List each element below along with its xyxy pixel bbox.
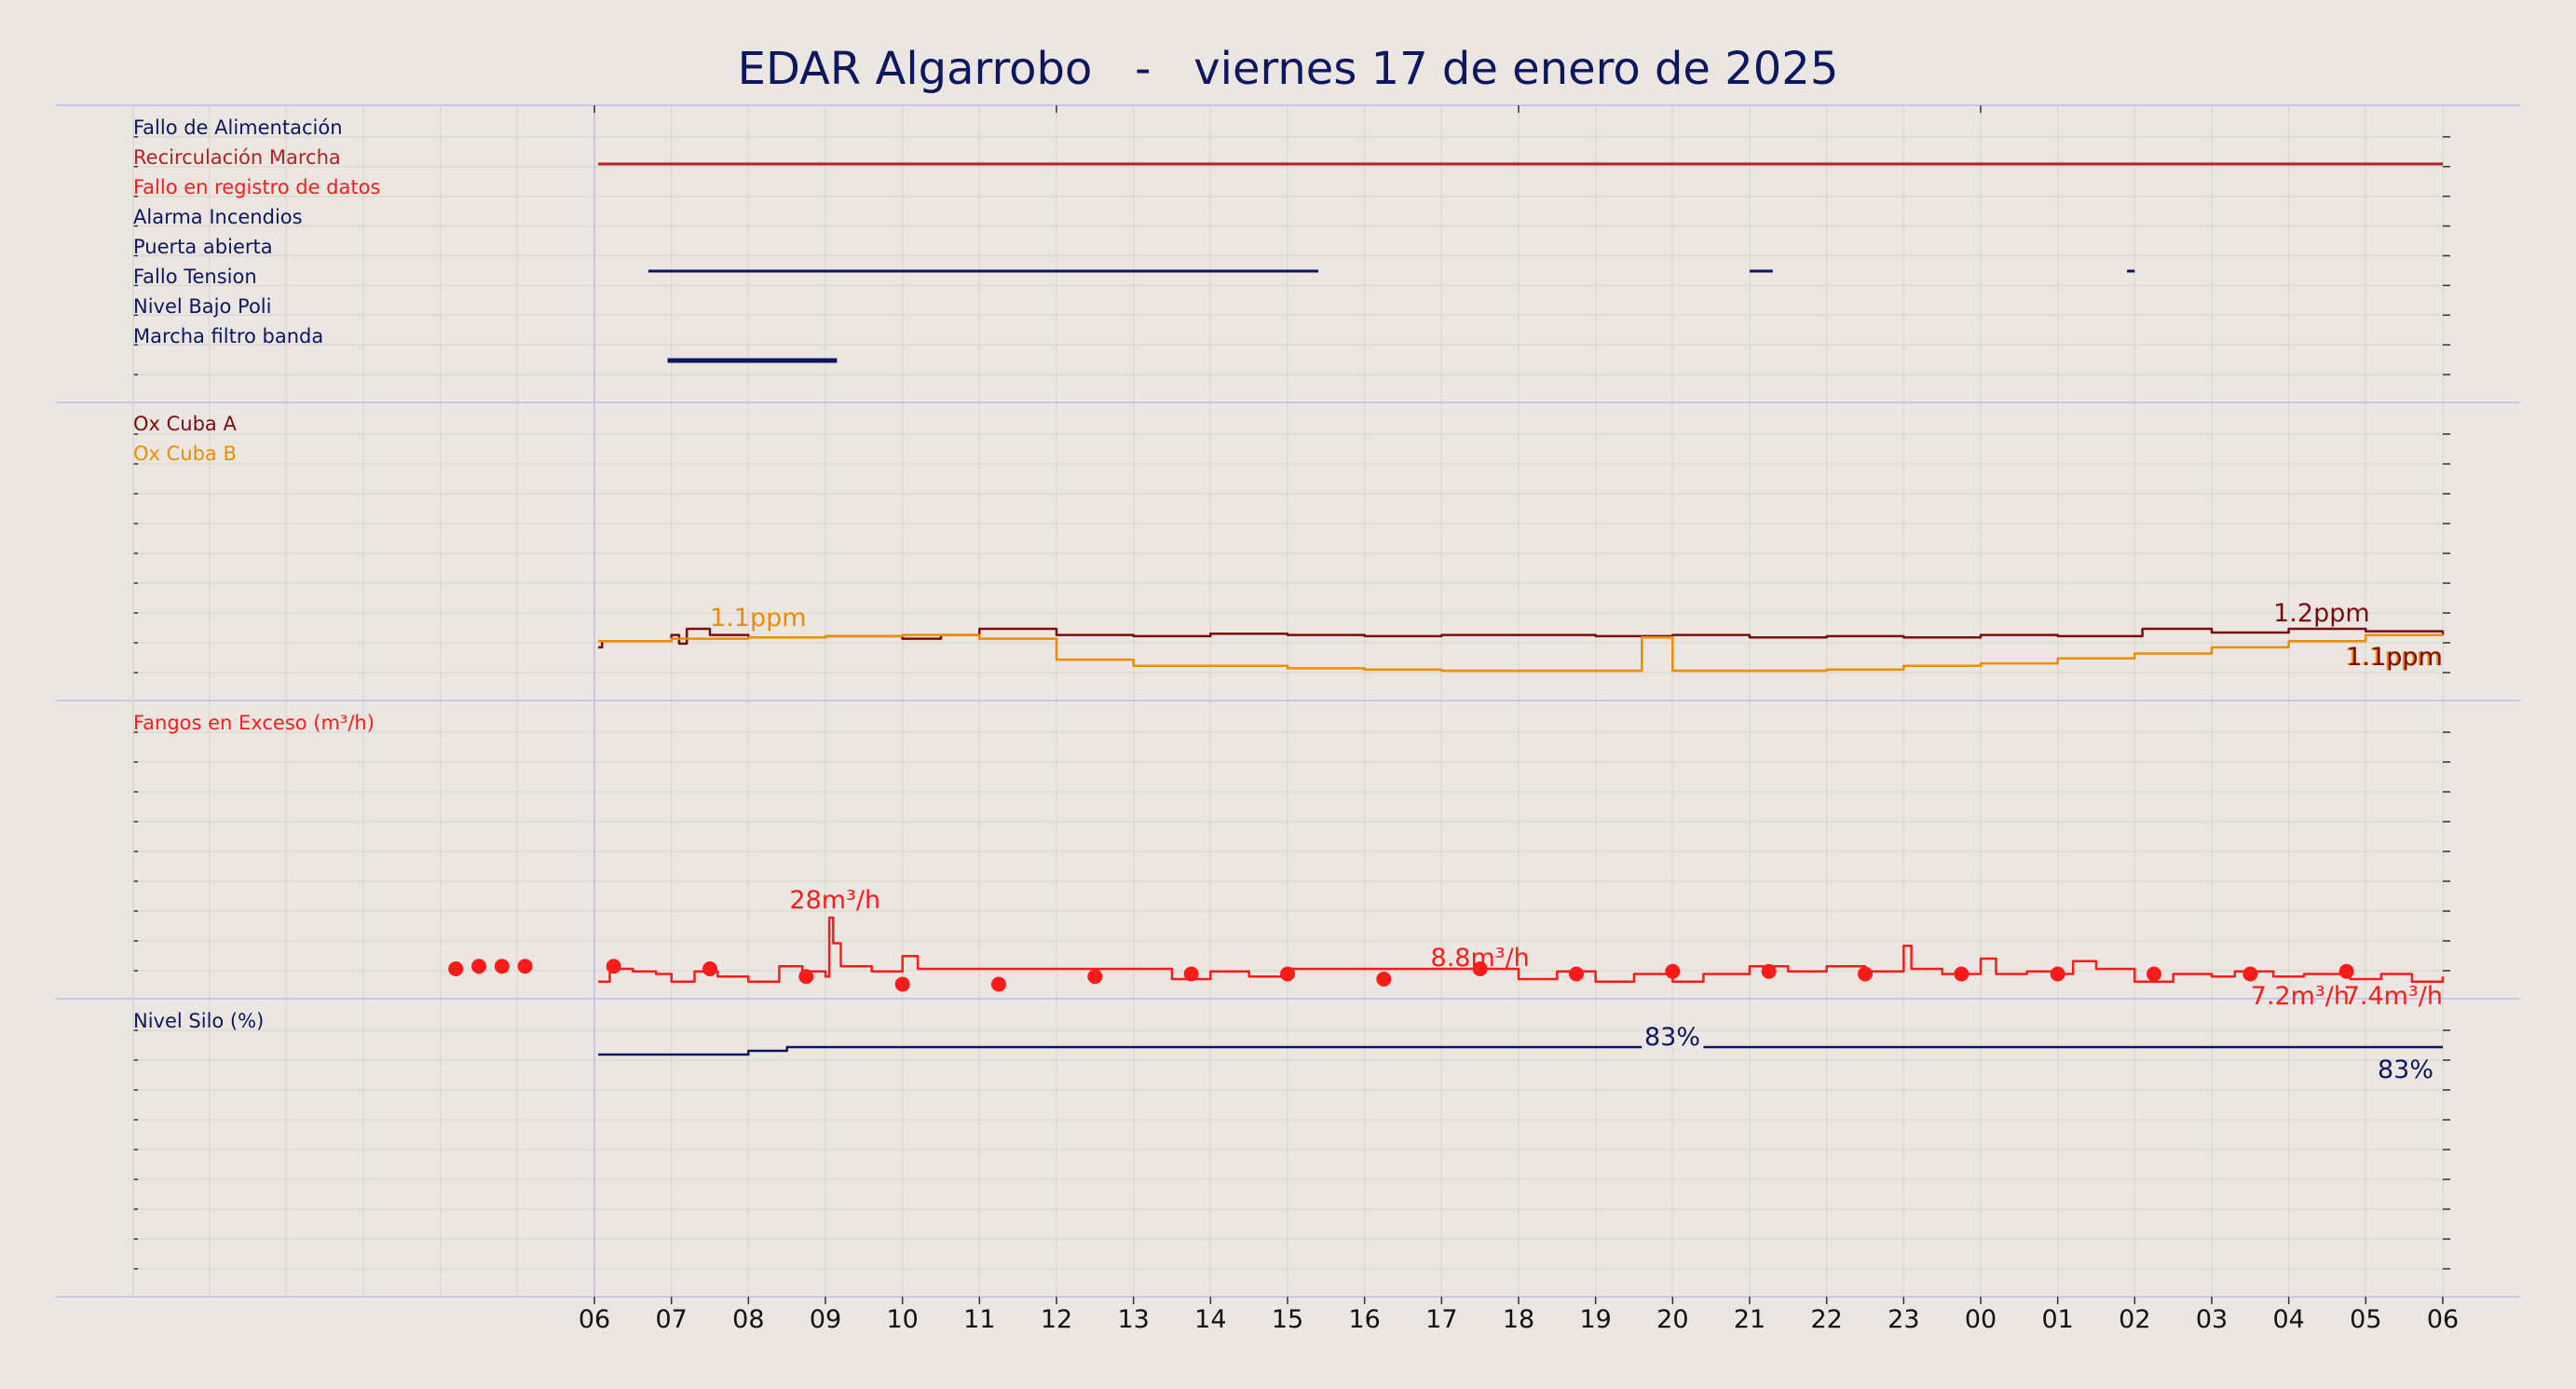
x-tick-label: 21 bbox=[1734, 1305, 1765, 1334]
annotation-ox-b-start: 1.1ppm bbox=[710, 604, 807, 633]
x-tick-label: 08 bbox=[732, 1305, 764, 1334]
data-point-fangos bbox=[606, 959, 621, 974]
x-tick-label: 16 bbox=[1348, 1305, 1380, 1334]
x-tick-label: 12 bbox=[1041, 1305, 1072, 1334]
x-tick-label: 07 bbox=[655, 1305, 687, 1334]
x-tick-label: 03 bbox=[2196, 1305, 2228, 1334]
x-tick-label: 20 bbox=[1656, 1305, 1688, 1334]
data-point-fangos bbox=[448, 961, 464, 976]
grid-lines bbox=[133, 105, 2444, 1297]
data-point-fangos bbox=[1858, 966, 1873, 982]
x-tick-label: 04 bbox=[2272, 1305, 2304, 1334]
data-point-fangos bbox=[1761, 963, 1777, 979]
annotation-ox-a-max: 1.2ppm bbox=[2273, 599, 2370, 628]
annotation-fangos: 7.4m³/h bbox=[2344, 982, 2443, 1011]
legend-puerta-abierta: Puerta abierta bbox=[133, 236, 273, 258]
data-point-fangos bbox=[1280, 966, 1295, 982]
data-point-fangos bbox=[1665, 963, 1681, 979]
x-tick-label: 22 bbox=[1810, 1305, 1842, 1334]
chart-title: EDAR Algarrobo - viernes 17 de enero de … bbox=[737, 43, 1839, 95]
x-tick-label: 06 bbox=[2427, 1305, 2459, 1334]
data-point-fangos bbox=[2147, 966, 2161, 982]
data-point-fangos bbox=[494, 959, 510, 974]
x-tick-label: 09 bbox=[810, 1305, 841, 1334]
series-ox-cuba-b bbox=[598, 633, 2443, 673]
data-point-fangos bbox=[2338, 963, 2354, 979]
annotation-ox-b-end: 1.1ppm bbox=[2344, 643, 2441, 672]
annotation-fangos: 8.8m³/h bbox=[1431, 944, 1530, 973]
annotation-fangos: 28m³/h bbox=[789, 886, 880, 915]
data-point-fangos bbox=[798, 969, 814, 985]
series-ox-cuba-a bbox=[598, 627, 2445, 649]
legend-nivel-bajo-poli: Nivel Bajo Poli bbox=[133, 295, 271, 318]
data-point-fangos bbox=[702, 961, 717, 976]
x-tick-label: 23 bbox=[1888, 1305, 1919, 1334]
x-tick-label: 06 bbox=[579, 1305, 610, 1334]
legend-fallo-en-registro-de-datos: Fallo en registro de datos bbox=[133, 176, 380, 198]
data-point-fangos bbox=[1087, 969, 1103, 985]
data-point-fangos bbox=[991, 976, 1006, 992]
x-tick-label: 02 bbox=[2119, 1305, 2150, 1334]
x-tick-label: 17 bbox=[1425, 1305, 1457, 1334]
data-point-fangos bbox=[517, 959, 533, 974]
legend-nivel-silo: Nivel Silo (%) bbox=[133, 1010, 264, 1032]
legend-fallo-de-alimentaci-n: Fallo de Alimentación bbox=[133, 116, 343, 139]
data-point-fangos bbox=[894, 976, 910, 992]
data-point-fangos bbox=[1472, 961, 1488, 976]
x-tick-label: 19 bbox=[1579, 1305, 1611, 1334]
series-fangos-en-exceso bbox=[598, 916, 2445, 984]
x-tick-label: 13 bbox=[1117, 1305, 1149, 1334]
legend-recirculaci-n-marcha: Recirculación Marcha bbox=[133, 146, 341, 169]
x-tick-label: 18 bbox=[1503, 1305, 1534, 1334]
annotation-ox-a-end: 1.1ppm bbox=[2346, 643, 2443, 672]
annotation-silo-mid: 83% bbox=[1644, 1023, 1700, 1052]
legend-alarma-incendios: Alarma Incendios bbox=[133, 206, 303, 228]
x-tick-label: 11 bbox=[963, 1305, 995, 1334]
data-point-fangos bbox=[1183, 966, 1199, 982]
legend-ox-cuba-b: Ox Cuba B bbox=[133, 443, 237, 465]
annotation-fangos: 7.2m³/h bbox=[2251, 982, 2350, 1011]
x-axis: 06 07 08 09 10 11 12 13 14 15 16 17 18 19 20 21 22 23 00 01… bbox=[579, 1297, 2459, 1334]
data-point-fangos bbox=[1954, 966, 1969, 982]
series-nivel-silo bbox=[598, 1045, 1642, 1056]
legend-ox-cuba-a: Ox Cuba A bbox=[133, 413, 237, 435]
x-tick-label: 10 bbox=[886, 1305, 918, 1334]
x-tick-label: 00 bbox=[1965, 1305, 1997, 1334]
legend-marcha-filtro-banda: Marcha filtro banda bbox=[133, 325, 323, 347]
legend-fangos-en-exceso: Fangos en Exceso (m³/h) bbox=[133, 712, 375, 734]
legend-fallo-tension: Fallo Tension bbox=[133, 266, 257, 288]
x-tick-label: 15 bbox=[1272, 1305, 1303, 1334]
data-point-fangos bbox=[1569, 966, 1584, 982]
x-tick-label: 14 bbox=[1194, 1305, 1226, 1334]
annotation-silo-end: 83% bbox=[2378, 1055, 2433, 1084]
x-tick-label: 05 bbox=[2350, 1305, 2381, 1334]
data-point-fangos bbox=[2242, 966, 2258, 982]
x-tick-label: 01 bbox=[2041, 1305, 2073, 1334]
data-point-fangos bbox=[1376, 972, 1392, 987]
data-point-fangos bbox=[471, 959, 486, 974]
data-point-fangos bbox=[2050, 966, 2065, 982]
